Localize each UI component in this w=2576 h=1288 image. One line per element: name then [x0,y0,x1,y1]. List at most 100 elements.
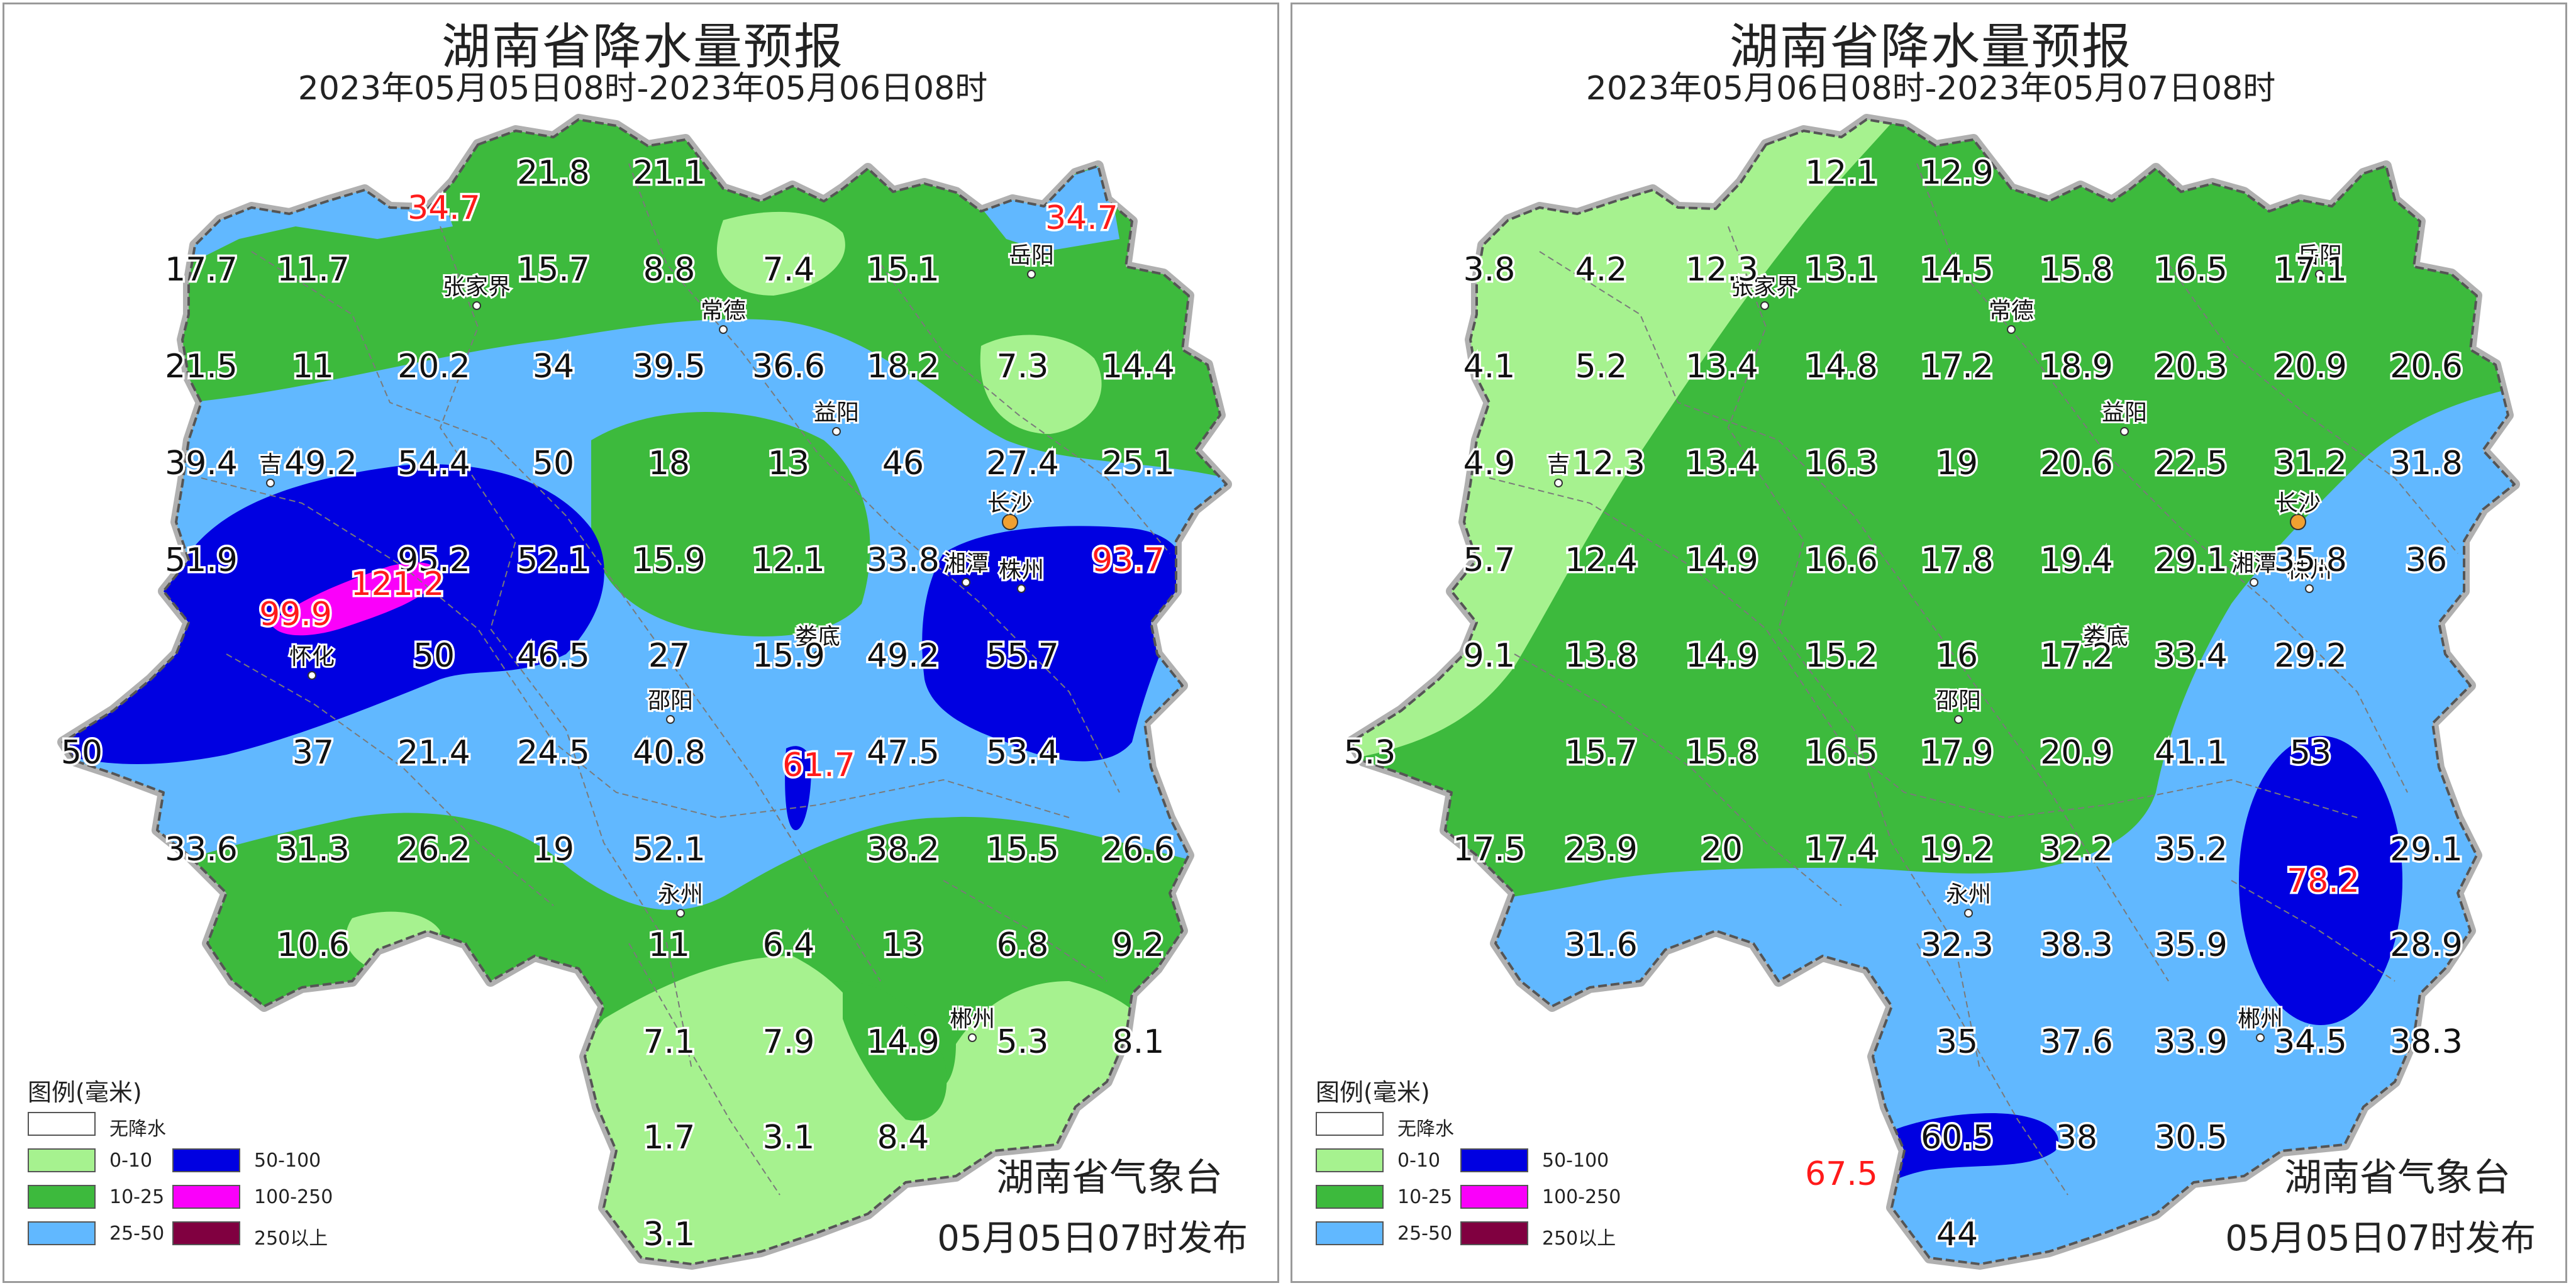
city-label: 永州 [658,882,703,908]
rainfall-value: 12.3 [1572,445,1645,482]
city-label: 常德 [1989,298,2034,324]
county-boundaries [201,163,1170,1196]
rainfall-value: 11.7 [277,251,350,289]
legend-swatch-none [28,1112,96,1136]
city-dot [968,1033,977,1042]
legend-swatch-100-250 [1460,1185,1528,1209]
rainfall-value: 5.3 [997,1023,1049,1061]
legend-label-100-250: 100-250 [1542,1186,1621,1208]
rainfall-value: 39.4 [165,445,238,482]
rainfall-value: 60.5 [1921,1119,1994,1157]
rainfall-value: 17.8 [1921,541,1994,579]
rainfall-value: 36 [2406,541,2447,579]
rainfall-value: 95.2 [397,541,470,579]
legend-label-25-50: 25-50 [109,1223,165,1245]
band-50-100 [922,526,1187,762]
rainfall-value: 33.9 [2155,1023,2228,1061]
rainfall-value: 32.3 [1921,926,1994,964]
rainfall-value: 18.9 [2040,348,2113,386]
rainfall-value: 15.9 [752,637,825,675]
rainfall-value: 32.2 [2040,831,2113,869]
city-label: 湘潭 [943,551,989,577]
legend-label-0-10: 0-10 [109,1150,153,1172]
legend-label-250-plus: 250以上 [1542,1228,1616,1250]
rainfall-value: 14.8 [1805,348,1878,386]
rainfall-value: 15.7 [1565,734,1638,772]
rainfall-value: 8.1 [1113,1023,1165,1061]
rainfall-value: 19.2 [1921,831,1994,869]
rainfall-value: 16.5 [2155,251,2228,289]
rainfall-value: 5.3 [1344,734,1396,772]
city-dot [2305,584,2314,593]
city-label: 株州 [2287,557,2332,583]
rainfall-value: 35.8 [2274,541,2347,579]
rainfall-value: 18 [648,445,690,482]
rainfall-value: 4.2 [1575,251,1628,289]
city-dot [813,651,822,660]
rainfall-value: 51.9 [165,541,238,579]
legend-label-10-25: 10-25 [1397,1186,1453,1208]
city-label: 娄底 [795,624,840,650]
city-label: 张家界 [443,274,511,300]
rainfall-value: 12.4 [1565,541,1638,579]
rainfall-value: 15.5 [986,831,1059,869]
city-label: 永州 [1946,882,1991,908]
city-dot [676,909,685,918]
rainfall-value: 33.6 [165,831,238,869]
rainfall-value: 3.1 [643,1216,696,1253]
rainfall-value: 20.6 [2390,348,2463,386]
rainfall-value: 34 [533,348,574,386]
city-label: 张家界 [1731,274,1799,300]
rainfall-value: 5.2 [1575,348,1628,386]
legend-swatch-25-50 [1316,1221,1384,1245]
legend-label-0-10: 0-10 [1397,1150,1441,1172]
rainfall-value: 20.2 [397,348,470,386]
band-0-10 [716,211,845,296]
rainfall-value: 35.2 [2155,831,2228,869]
rainfall-value: 47.5 [867,734,940,772]
rainfall-value: 16.6 [1805,541,1878,579]
rainfall-value: 7.9 [763,1023,815,1061]
rainfall-value: 35 [1936,1023,1978,1061]
rainfall-value: 14.4 [1102,348,1175,386]
rainfall-value: 38.3 [2040,926,2113,964]
rainfall-value: 15.8 [1685,734,1758,772]
rainfall-value: 53 [2290,734,2331,772]
rainfall-value: 17.1 [2274,251,2347,289]
rainfall-value: 14.9 [1685,637,1758,675]
publish-time: 05月05日07时发布 [937,1218,1248,1259]
rainfall-value: 12.1 [752,541,825,579]
legend-label-none: 无降水 [109,1118,166,1140]
city-dot [719,325,728,334]
rainfall-value: 17.7 [165,251,238,289]
rainfall-value: 6.4 [763,926,815,964]
rainfall-bands [63,119,1226,1264]
legend-swatch-25-50 [28,1221,96,1245]
rainfall-value: 7.1 [643,1023,696,1061]
rainfall-value: 61.7 [782,747,855,784]
city-label: 岳阳 [2297,243,2342,269]
legend-swatch-0-10 [28,1148,96,1172]
legend-label-none: 无降水 [1397,1118,1454,1140]
rainfall-value: 46.5 [517,637,590,675]
rainfall-value: 26.2 [397,831,470,869]
band-10-25 [843,981,947,1121]
rainfall-value: 49.2 [867,637,940,675]
rainfall-value: 11 [648,926,690,964]
legend-label-50-100: 50-100 [254,1150,321,1172]
rainfall-value: 52.1 [517,541,590,579]
city-label: 益阳 [814,400,859,426]
rainfall-value: 38 [2056,1119,2097,1157]
legend-swatch-250-plus [1460,1221,1528,1245]
rainfall-value: 41.1 [2155,734,2228,772]
rainfall-value: 44 [1936,1216,1978,1253]
rainfall-value: 19 [1936,445,1978,482]
city-label: 邵阳 [1936,688,1981,714]
city-dot [2250,578,2258,587]
city-dot [2290,514,2306,530]
city-dot [2120,427,2129,436]
rainfall-value: 7.3 [997,348,1049,386]
